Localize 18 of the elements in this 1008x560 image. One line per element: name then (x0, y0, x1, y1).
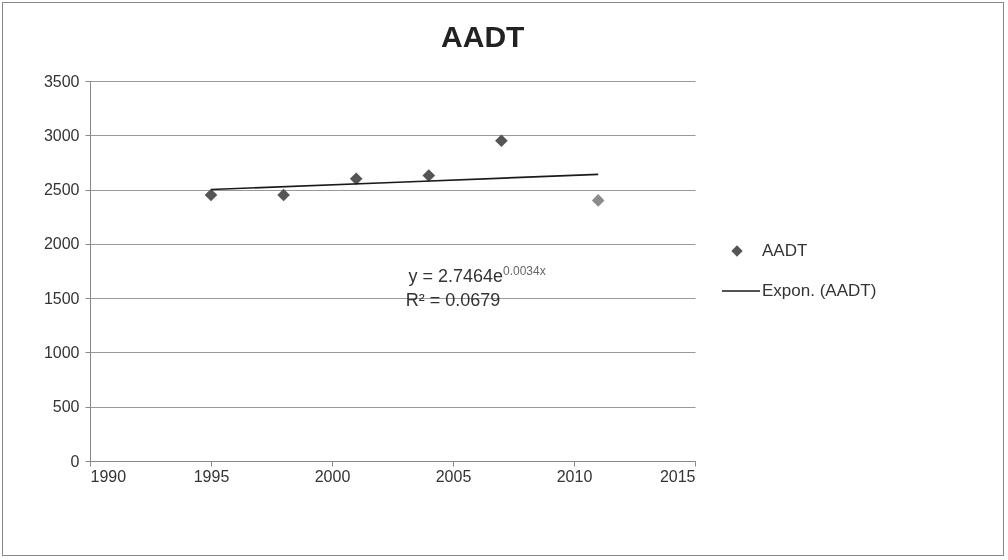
x-tick-label: 2005 (435, 467, 472, 485)
x-tick-label: 1995 (193, 467, 230, 485)
y-tick-label: 500 (52, 398, 80, 416)
y-tick-label: 1500 (43, 289, 80, 307)
y-tick-label: 2000 (43, 235, 80, 253)
x-tick-label: 2010 (556, 467, 593, 485)
annotation: R² = 0.0679 (405, 290, 501, 310)
x-tick-label: 2015 (659, 467, 696, 485)
y-tick-label: 1000 (43, 343, 80, 361)
y-tick-label: 3000 (43, 126, 80, 144)
legend-label: AADT (762, 241, 808, 260)
x-tick-label: 2000 (314, 467, 351, 485)
y-tick-label: 2500 (43, 181, 80, 199)
y-tick-label: 0 (70, 452, 80, 470)
legend-label: Expon. (AADT) (762, 281, 877, 300)
chart-title: AADT (441, 20, 525, 53)
y-tick-label: 3500 (43, 72, 80, 90)
x-tick-label: 1990 (90, 467, 127, 485)
